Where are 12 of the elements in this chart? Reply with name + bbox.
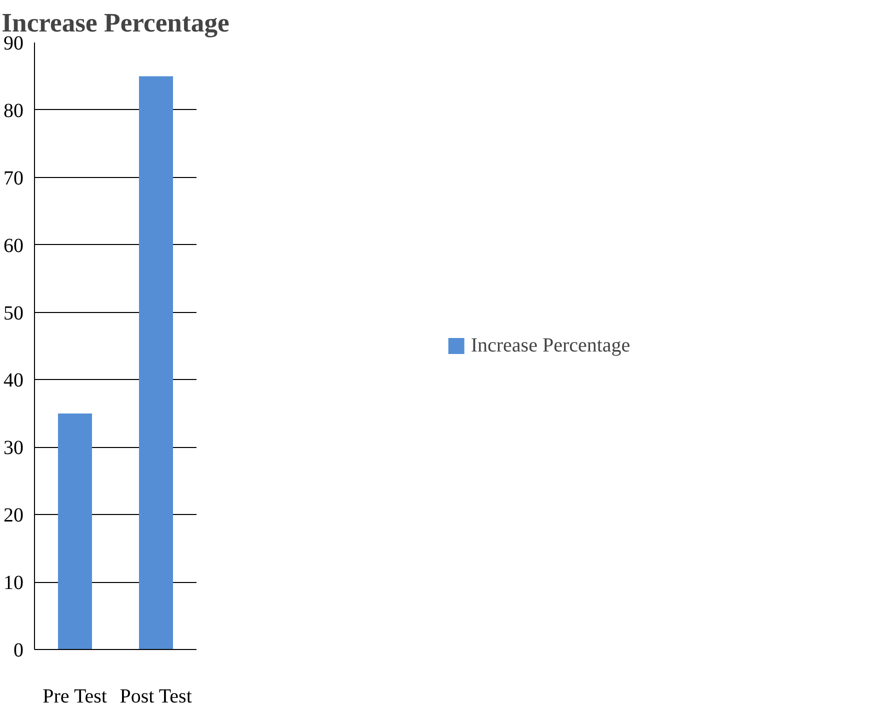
y-tick-label: 50	[4, 302, 24, 324]
y-tick-label: 0	[14, 640, 24, 662]
x-tick-label: Post Test	[120, 686, 192, 708]
y-tick-label: 80	[4, 100, 24, 122]
legend-label: Increase Percentage	[470, 334, 630, 357]
y-tick-label: 70	[4, 167, 24, 190]
y-tick-label: 10	[4, 572, 24, 594]
y-tick-label: 20	[4, 504, 24, 527]
y-tick-label: 30	[4, 437, 24, 460]
x-tick-label: Pre Test	[42, 686, 108, 708]
y-tick-label: 60	[4, 234, 24, 257]
y-tick-label: 40	[4, 370, 24, 392]
